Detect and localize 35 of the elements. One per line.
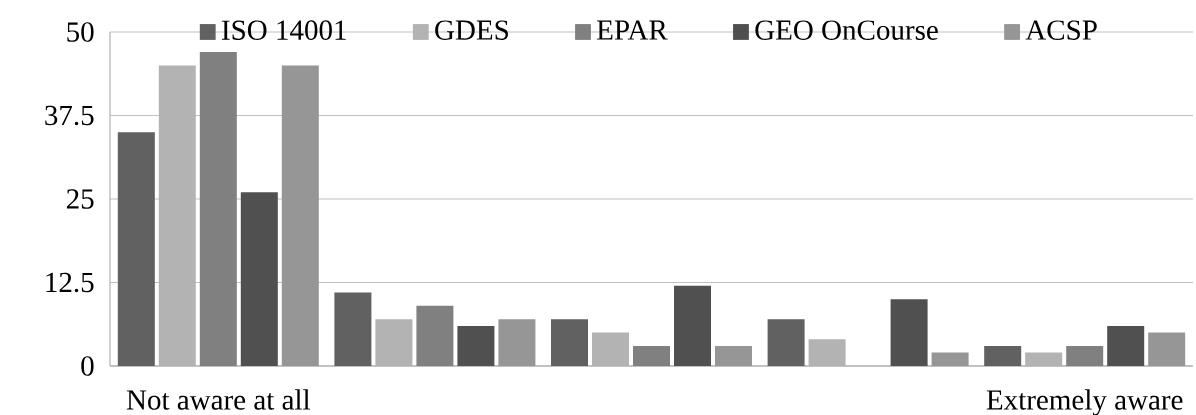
- y-tick-label: 37.5: [45, 105, 94, 126]
- bar: [674, 285, 711, 366]
- y-tick-label: 50: [67, 22, 94, 42]
- x-tick-label: Not aware at all: [126, 389, 311, 410]
- bar: [808, 339, 846, 366]
- bar: [457, 325, 495, 366]
- bar: [633, 345, 670, 366]
- bar: [117, 132, 155, 366]
- bar: [281, 65, 319, 366]
- x-tick-label: Extremely aware: [986, 389, 1183, 415]
- bar: [1066, 345, 1104, 366]
- bar: [592, 332, 629, 366]
- bar: [416, 305, 454, 366]
- bar: [984, 345, 1022, 366]
- bar: [240, 192, 278, 366]
- bar: [375, 319, 413, 366]
- y-tick-label: 25: [66, 189, 94, 209]
- legend-label: GEO OnCourse: [755, 20, 938, 40]
- legend-label: ACSP: [1025, 20, 1097, 40]
- bar: [715, 345, 752, 366]
- y-tick-label: 0: [81, 356, 94, 376]
- bar: [498, 319, 536, 366]
- bar: [767, 319, 805, 366]
- bar: [1148, 332, 1186, 366]
- bar: [1025, 352, 1063, 366]
- bar: [1107, 325, 1145, 366]
- bar: [199, 52, 237, 366]
- bar: [931, 352, 969, 366]
- legend-label: ISO 14001: [221, 20, 346, 40]
- legend-label: GDES: [435, 20, 508, 40]
- legend-label: EPAR: [597, 20, 668, 40]
- bar: [890, 299, 928, 366]
- y-tick-label: 12.5: [46, 272, 94, 293]
- bar: [334, 292, 372, 366]
- bar: [551, 319, 588, 366]
